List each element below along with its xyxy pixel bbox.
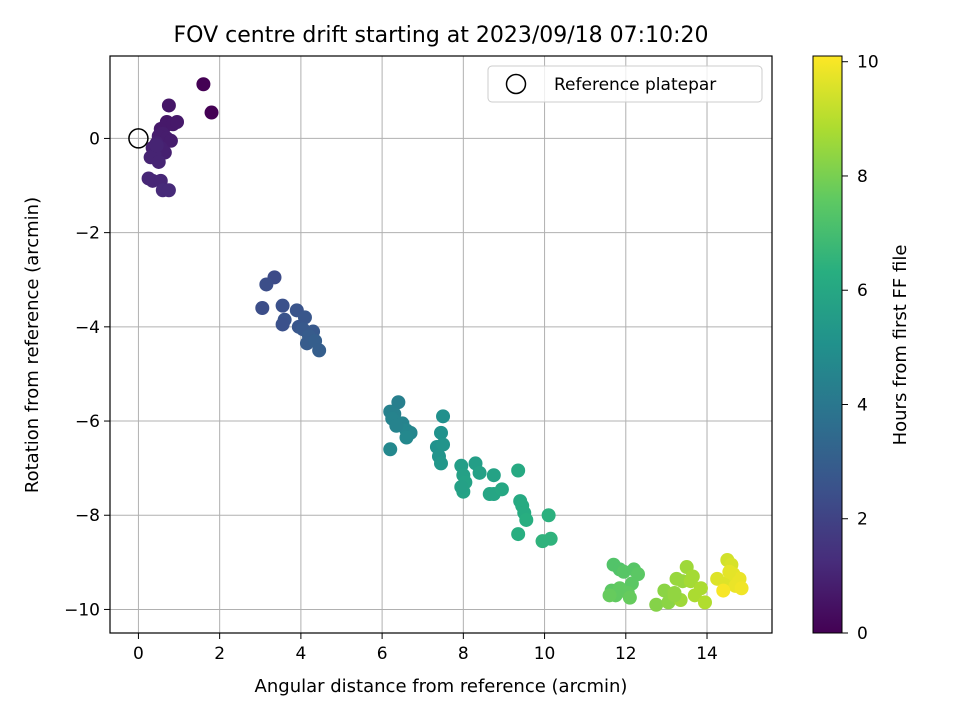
- data-point: [149, 138, 164, 153]
- data-point: [622, 590, 637, 605]
- data-point: [312, 343, 327, 358]
- data-point: [472, 465, 487, 480]
- colorbar-tick-label: 4: [857, 395, 868, 415]
- y-tick-label: −4: [75, 318, 100, 338]
- x-tick-label: 10: [534, 644, 556, 664]
- y-tick-label: 0: [89, 129, 100, 149]
- data-point: [511, 463, 526, 478]
- data-points: [141, 77, 749, 612]
- data-point: [436, 437, 451, 452]
- data-point: [196, 77, 211, 92]
- colorbar-ticks: 0 2 4 6 8 10: [842, 53, 879, 644]
- data-point: [649, 597, 664, 612]
- data-point: [161, 98, 176, 113]
- plot-frame: [109, 55, 773, 634]
- reference-point: [128, 128, 149, 149]
- x-tick-label: 8: [458, 644, 469, 664]
- data-point: [391, 395, 406, 410]
- legend: Reference platepar: [487, 65, 763, 103]
- y-tick-label: −8: [75, 506, 100, 526]
- data-point: [541, 508, 556, 523]
- data-point: [602, 588, 617, 603]
- data-point: [543, 531, 558, 546]
- x-axis-ticks: 0 2 4 6 8 10 12 14: [133, 633, 718, 664]
- colorbar-gradient: [812, 55, 843, 634]
- colorbar-label: Hours from first FF file: [890, 245, 911, 446]
- colorbar-tick-label: 8: [857, 167, 868, 187]
- data-point: [275, 317, 290, 332]
- data-point: [434, 456, 448, 471]
- data-point: [163, 133, 178, 148]
- y-tick-label: −10: [64, 600, 100, 620]
- data-point: [383, 442, 398, 457]
- x-tick-label: 2: [214, 644, 225, 664]
- data-point: [667, 588, 682, 603]
- x-tick-label: 4: [295, 644, 306, 664]
- data-point: [716, 583, 731, 598]
- reference-marker: [128, 128, 149, 149]
- colorbar-tick-label: 2: [857, 510, 868, 530]
- x-axis-label: Angular distance from reference (arcmin): [255, 676, 628, 697]
- y-axis-label: Rotation from reference (arcmin): [22, 197, 43, 493]
- colorbar-tick-label: 0: [857, 624, 868, 644]
- data-point: [436, 409, 451, 424]
- data-point: [399, 430, 414, 445]
- legend-box: [487, 65, 763, 103]
- chart-title: FOV centre drift starting at 2023/09/18 …: [174, 23, 709, 48]
- x-tick-label: 14: [696, 644, 718, 664]
- legend-marker: [505, 73, 527, 95]
- y-tick-label: −6: [75, 412, 100, 432]
- data-point: [734, 581, 749, 596]
- data-point: [486, 468, 501, 483]
- data-point: [519, 512, 534, 527]
- data-point: [454, 479, 469, 494]
- data-point: [722, 564, 737, 579]
- data-point: [170, 114, 185, 129]
- data-point: [494, 482, 509, 497]
- data-point: [151, 154, 166, 169]
- colorbar: 0 2 4 6 8 10 Hours from first FF file: [812, 53, 911, 644]
- data-point: [685, 569, 700, 584]
- data-point: [511, 527, 526, 542]
- data-point: [255, 300, 270, 315]
- data-point: [161, 183, 176, 198]
- data-point: [697, 595, 712, 610]
- data-point: [434, 425, 448, 440]
- data-point: [693, 581, 708, 596]
- data-point: [275, 298, 290, 313]
- y-tick-label: −2: [75, 224, 100, 244]
- data-point: [389, 418, 404, 433]
- x-tick-label: 6: [377, 644, 388, 664]
- legend-label: Reference platepar: [554, 75, 716, 95]
- x-tick-label: 0: [133, 644, 144, 664]
- data-point: [259, 277, 274, 292]
- y-axis-ticks: 0 −2 −4 −6 −8 −10: [64, 129, 110, 620]
- colorbar-tick-label: 10: [857, 53, 879, 73]
- grid-lines: [110, 56, 772, 633]
- x-tick-label: 12: [615, 644, 637, 664]
- colorbar-tick-label: 6: [857, 281, 868, 301]
- data-point: [204, 105, 219, 120]
